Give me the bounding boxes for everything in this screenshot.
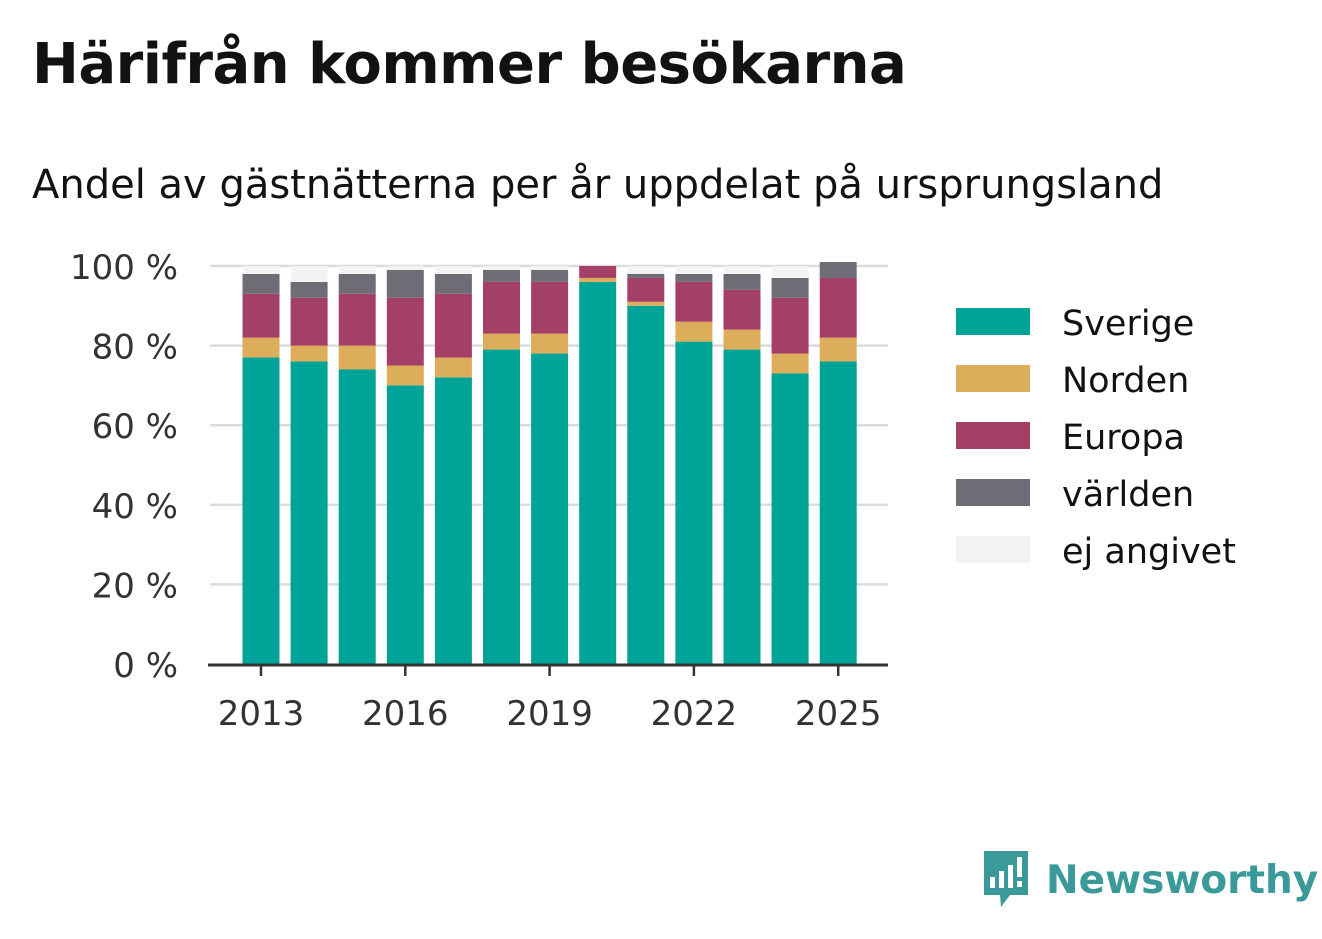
bar-segment-ej-angivet-2014 <box>290 266 328 282</box>
bar-segment-norden-2021 <box>627 301 665 306</box>
bar-segment-sverige-2014 <box>290 361 328 664</box>
newsworthy-logo-icon <box>984 851 1028 907</box>
x-tick-label: 2019 <box>506 694 593 734</box>
bar-segment-norden-2017 <box>434 357 472 378</box>
bar-segment-sverige-2019 <box>531 353 569 664</box>
bar-segment-europa-2025 <box>819 277 857 338</box>
bar-segment-ej-angivet-2015 <box>338 266 376 274</box>
bar-segment-europa-2023 <box>723 289 761 330</box>
bar-segment-europa-2015 <box>338 293 376 346</box>
bar-segment-sverige-2017 <box>434 377 472 664</box>
bar-segment-europa-2013 <box>242 293 280 338</box>
bar-segment-norden-2016 <box>386 365 424 386</box>
bar-segment-norden-2018 <box>483 333 520 350</box>
bar-segment-sverige-2020 <box>579 281 617 664</box>
y-tick-label: 40 % <box>92 487 178 527</box>
bar-segment-ej-angivet-2021 <box>627 266 665 274</box>
bar-segment-världen-2019 <box>531 269 569 282</box>
bar-segment-ej-angivet-2019 <box>531 266 569 270</box>
chart-title: Härifrån kommer besökarna <box>32 32 907 97</box>
legend-swatch <box>956 479 1030 506</box>
bar-segment-världen-2022 <box>675 273 713 282</box>
bar-segment-sverige-2024 <box>771 373 809 664</box>
bar-segment-sverige-2016 <box>386 385 424 664</box>
bar-segment-ej-angivet-2022 <box>675 266 713 274</box>
x-tick-label: 2013 <box>218 694 305 734</box>
bar-segment-norden-2019 <box>531 333 569 354</box>
legend-swatch <box>956 422 1030 449</box>
bar-segment-norden-2022 <box>675 321 713 342</box>
bar-segment-världen-2013 <box>242 273 280 294</box>
bar-segment-norden-2014 <box>290 345 328 362</box>
bar-segment-sverige-2018 <box>483 349 520 664</box>
bar-segment-sverige-2025 <box>819 361 857 664</box>
legend-label: världen <box>1062 475 1194 515</box>
brand-name: Newsworthy <box>1046 857 1319 903</box>
y-tick-label: 0 % <box>113 646 178 686</box>
chart-subtitle: Andel av gästnätterna per år uppdelat på… <box>32 162 1164 208</box>
x-tick-label: 2016 <box>362 694 449 734</box>
bar-segment-världen-2017 <box>434 273 472 294</box>
bar-segment-sverige-2015 <box>338 369 376 664</box>
bar-segment-sverige-2021 <box>627 305 665 664</box>
bar-segment-världen-2018 <box>483 269 520 282</box>
bar-segment-ej-angivet-2024 <box>771 266 809 278</box>
bar-segment-norden-2023 <box>723 329 761 350</box>
bar-segment-norden-2025 <box>819 337 857 362</box>
bar-segment-norden-2024 <box>771 353 809 374</box>
brand-logo: Newsworthy <box>980 848 1318 912</box>
y-tick-label: 20 % <box>92 566 178 606</box>
bar-segment-europa-2016 <box>386 297 424 366</box>
bar-segment-europa-2020 <box>579 266 617 278</box>
legend-label: ej angivet <box>1062 532 1236 572</box>
legend-swatch <box>956 308 1030 335</box>
legend-label: Norden <box>1062 361 1189 401</box>
bar-segment-norden-2015 <box>338 345 376 370</box>
bar-segment-världen-2014 <box>290 281 328 298</box>
bar-segment-europa-2014 <box>290 297 328 346</box>
legend-swatch <box>956 365 1030 392</box>
bar-segment-sverige-2022 <box>675 341 713 664</box>
bar-segment-ej-angivet-2017 <box>434 266 472 274</box>
bar-segment-europa-2021 <box>627 277 665 302</box>
bar-segment-europa-2018 <box>483 281 520 334</box>
bar-segment-europa-2017 <box>434 293 472 358</box>
bar-segment-europa-2024 <box>771 297 809 354</box>
y-tick-label: 100 % <box>70 248 178 288</box>
legend-label: Europa <box>1062 418 1185 458</box>
bar-segment-ej-angivet-2023 <box>723 266 761 274</box>
bar-segment-norden-2020 <box>579 277 617 282</box>
legend-label: Sverige <box>1062 304 1194 344</box>
bar-segment-världen-2025 <box>819 262 857 278</box>
bar-segment-världen-2021 <box>627 273 665 278</box>
bar-segment-norden-2013 <box>242 337 280 358</box>
bar-segment-europa-2019 <box>531 281 569 334</box>
legend-swatch <box>956 536 1030 563</box>
stacked-bar-chart: 0 % 20 % 40 % 60 % 80 % 100 % 2013 2016 2019 2022… <box>70 248 1236 734</box>
x-tick-label: 2025 <box>795 694 882 734</box>
x-tick-label: 2022 <box>651 694 738 734</box>
bar-segment-sverige-2013 <box>242 357 280 664</box>
bar-segment-världen-2024 <box>771 277 809 298</box>
bar-segment-ej-angivet-2016 <box>386 266 424 270</box>
bar-segment-världen-2015 <box>338 273 376 294</box>
bar-segment-europa-2022 <box>675 281 713 322</box>
y-tick-label: 60 % <box>92 407 178 447</box>
bar-segment-sverige-2023 <box>723 349 761 664</box>
bar-segment-ej-angivet-2013 <box>242 266 280 274</box>
bar-segment-världen-2023 <box>723 273 761 290</box>
bar-segment-ej-angivet-2018 <box>483 266 520 270</box>
y-tick-label: 80 % <box>92 328 178 368</box>
bar-segment-världen-2016 <box>386 269 424 298</box>
